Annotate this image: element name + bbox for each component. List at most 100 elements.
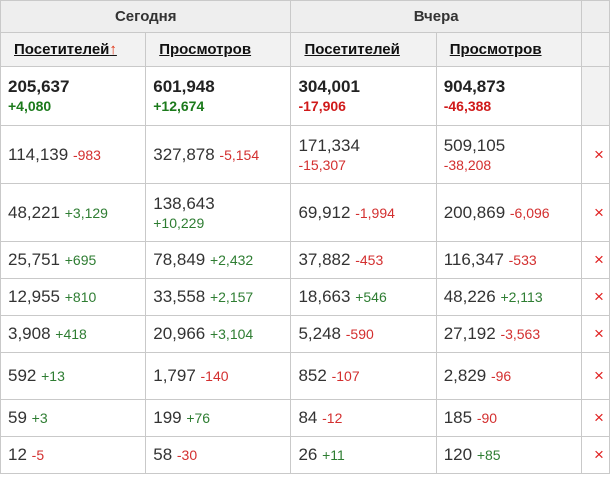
column-header-spacer	[581, 33, 609, 67]
total-visitors-yesterday: 304,001	[298, 76, 435, 97]
cell-views-today: 58 -30	[146, 437, 291, 474]
cell-visitors-yesterday: 26 +11	[291, 437, 436, 474]
column-header-row: Посетителей↑ Просмотров Посетителей Прос…	[1, 33, 610, 67]
cell-value: 27,192	[444, 324, 496, 343]
table-row: 12 -5 58 -30 26 +11 120 +85 ×	[1, 437, 610, 474]
cell-delta: +13	[41, 368, 65, 384]
column-header-views-yesterday: Просмотров	[436, 33, 581, 67]
table-row: 3,908 +418 20,966 +3,104 5,248 -590 27,192 …	[1, 316, 610, 353]
cell-visitors-yesterday: 37,882 -453	[291, 242, 436, 279]
table-row: 48,221 +3,129 138,643 +10,229 69,912 -1,994…	[1, 184, 610, 242]
close-icon[interactable]: ×	[594, 287, 604, 306]
cell-delta: -38,208	[444, 157, 581, 173]
cell-visitors-today: 25,751 +695	[1, 242, 146, 279]
delete-row-cell: ×	[581, 400, 609, 437]
delete-row-cell: ×	[581, 316, 609, 353]
cell-views-yesterday: 200,869 -6,096	[436, 184, 581, 242]
cell-visitors-today: 592 +13	[1, 353, 146, 400]
cell-value: 18,663	[298, 287, 350, 306]
cell-visitors-today: 3,908 +418	[1, 316, 146, 353]
table-row: 114,139 -983 327,878 -5,154 171,334 -15,307…	[1, 126, 610, 184]
cell-delta: +3,104	[210, 326, 253, 342]
delete-row-cell: ×	[581, 242, 609, 279]
column-header-visitors-yesterday: Посетителей	[291, 33, 436, 67]
cell-delta: +2,157	[210, 289, 253, 305]
cell-value: 20,966	[153, 324, 205, 343]
cell-delta: -96	[491, 368, 511, 384]
close-icon[interactable]: ×	[594, 366, 604, 385]
cell-views-yesterday: 116,347 -533	[436, 242, 581, 279]
cell-value: 327,878	[153, 145, 214, 164]
cell-value: 116,347	[444, 250, 504, 269]
total-views-yesterday-delta: -46,388	[444, 97, 581, 116]
total-visitors-yesterday-cell: 304,001 -17,906	[291, 67, 436, 126]
cell-value: 59	[8, 408, 27, 427]
cell-visitors-yesterday: 852 -107	[291, 353, 436, 400]
cell-delta: +810	[65, 289, 97, 305]
cell-value: 138,643	[153, 194, 214, 213]
cell-visitors-yesterday: 171,334 -15,307	[291, 126, 436, 184]
cell-views-today: 138,643 +10,229	[146, 184, 291, 242]
delete-row-cell: ×	[581, 279, 609, 316]
group-header-row: Сегодня Вчера	[1, 1, 610, 33]
close-icon[interactable]: ×	[594, 145, 604, 164]
group-header-today: Сегодня	[1, 1, 291, 33]
cell-delta: -590	[346, 326, 374, 342]
cell-value: 1,797	[153, 366, 196, 385]
cell-delta: -453	[355, 252, 383, 268]
cell-visitors-today: 12 -5	[1, 437, 146, 474]
cell-value: 509,105	[444, 136, 505, 155]
close-icon[interactable]: ×	[594, 445, 604, 464]
cell-delta: +3	[32, 410, 48, 426]
cell-visitors-today: 114,139 -983	[1, 126, 146, 184]
cell-delta: -90	[477, 410, 497, 426]
close-icon[interactable]: ×	[594, 250, 604, 269]
cell-visitors-yesterday: 18,663 +546	[291, 279, 436, 316]
cell-value: 3,908	[8, 324, 51, 343]
cell-views-today: 78,849 +2,432	[146, 242, 291, 279]
cell-value: 78,849	[153, 250, 205, 269]
group-header-yesterday: Вчера	[291, 1, 581, 33]
delete-row-cell: ×	[581, 437, 609, 474]
cell-delta: -983	[73, 147, 101, 163]
cell-views-today: 199 +76	[146, 400, 291, 437]
table-row: 12,955 +810 33,558 +2,157 18,663 +546 48,22…	[1, 279, 610, 316]
delete-row-cell: ×	[581, 126, 609, 184]
table-row: 59 +3 199 +76 84 -12 185 -90 ×	[1, 400, 610, 437]
sort-visitors-yesterday-link[interactable]: Посетителей	[304, 41, 399, 58]
cell-visitors-today: 12,955 +810	[1, 279, 146, 316]
close-icon[interactable]: ×	[594, 203, 604, 222]
cell-value: 199	[153, 408, 181, 427]
sort-views-today-link[interactable]: Просмотров	[159, 41, 251, 58]
cell-value: 84	[298, 408, 317, 427]
cell-delta: +10,229	[153, 215, 290, 231]
cell-delta: +2,432	[210, 252, 253, 268]
cell-visitors-today: 48,221 +3,129	[1, 184, 146, 242]
cell-visitors-yesterday: 5,248 -590	[291, 316, 436, 353]
cell-value: 592	[8, 366, 36, 385]
cell-views-yesterday: 27,192 -3,563	[436, 316, 581, 353]
cell-delta: -3,563	[500, 326, 540, 342]
column-header-views-today: Просмотров	[146, 33, 291, 67]
totals-spacer	[581, 67, 609, 126]
cell-delta: -5,154	[219, 147, 259, 163]
cell-delta: -12	[322, 410, 342, 426]
close-icon[interactable]: ×	[594, 408, 604, 427]
total-views-yesterday: 904,873	[444, 76, 581, 97]
sort-views-yesterday-link[interactable]: Просмотров	[450, 41, 542, 58]
totals-row: 205,637 +4,080 601,948 +12,674 304,001 -…	[1, 67, 610, 126]
total-visitors-yesterday-delta: -17,906	[298, 97, 435, 116]
cell-delta: +76	[186, 410, 210, 426]
close-icon[interactable]: ×	[594, 324, 604, 343]
delete-row-cell: ×	[581, 184, 609, 242]
total-views-today: 601,948	[153, 76, 290, 97]
cell-value: 185	[444, 408, 472, 427]
cell-value: 200,869	[444, 203, 505, 222]
delete-row-cell: ×	[581, 353, 609, 400]
table-row: 592 +13 1,797 -140 852 -107 2,829 -96 ×	[1, 353, 610, 400]
sort-visitors-today-link[interactable]: Посетителей↑	[14, 41, 117, 58]
total-views-today-delta: +12,674	[153, 97, 290, 116]
cell-visitors-yesterday: 84 -12	[291, 400, 436, 437]
total-views-today-cell: 601,948 +12,674	[146, 67, 291, 126]
